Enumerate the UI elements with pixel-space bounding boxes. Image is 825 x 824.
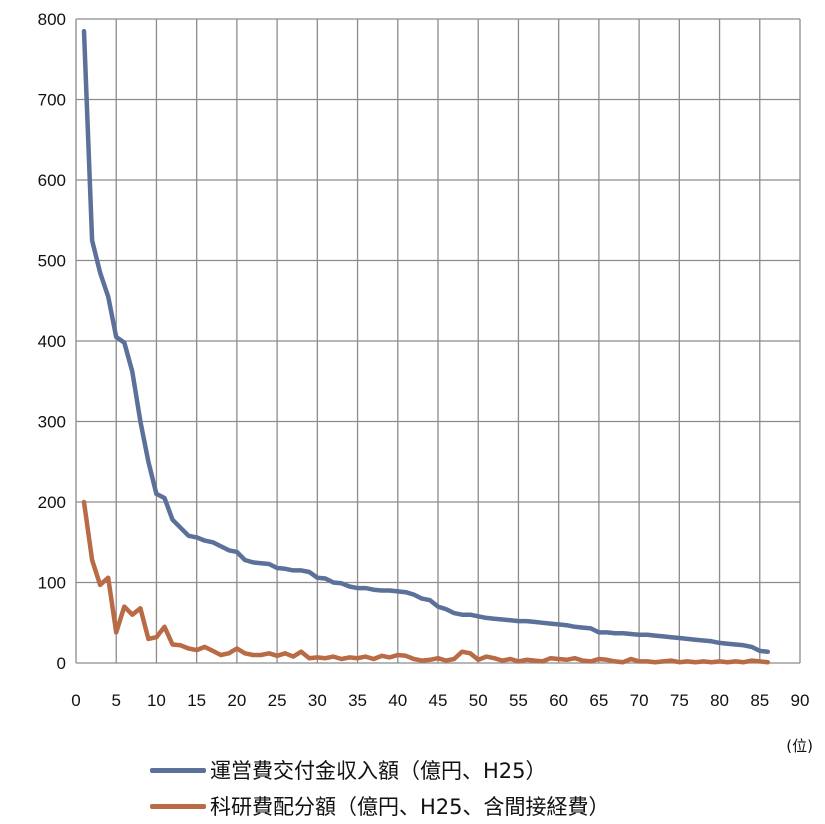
x-tick-label: 25 [268,691,287,710]
x-tick-label: 30 [308,691,327,710]
legend-item-series-1: 運営費交付金収入額（億円、H25） [150,752,610,788]
x-tick-label: 75 [670,691,689,710]
y-tick-label: 400 [38,332,66,351]
series-line-1 [81,28,771,654]
series-line-2 [81,499,771,665]
x-tick-label: 80 [710,691,729,710]
x-tick-label: 45 [429,691,448,710]
line-chart: 0 100 200 300 400 500 600 700 800 0 5 10 15 20 25 30 35… [38,10,810,710]
x-tick-label: 15 [187,691,206,710]
x-tick-label: 55 [509,691,528,710]
legend-swatch-series-2 [150,803,206,809]
x-tick-label: 90 [791,691,810,710]
legend-item-series-2: 科研費配分額（億円、H25、含間接経費） [150,788,610,824]
y-tick-label: 200 [38,493,66,512]
x-tick-label: 35 [348,691,367,710]
x-axis-unit-label: (位) [786,737,813,755]
y-tick-label: 800 [38,10,66,29]
y-tick-label: 300 [38,413,66,432]
x-axis-ticks: 0 5 10 15 20 25 30 35 40 45 50 55 60 65 70 75 80 85 90 [71,691,809,710]
x-tick-label: 20 [227,691,246,710]
x-tick-label: 65 [589,691,608,710]
legend-swatch-series-1 [150,767,206,773]
y-tick-label: 500 [38,252,66,271]
x-tick-label: 50 [469,691,488,710]
legend-label-series-1: 運営費交付金収入額（億円、H25） [210,759,547,783]
x-tick-label: 60 [549,691,568,710]
legend: 運営費交付金収入額（億円、H25） 科研費配分額（億円、H25、含間接経費） [150,752,610,824]
series-lines [81,28,771,665]
x-tick-label: 0 [71,691,80,710]
grid-lines [75,18,801,664]
x-tick-label: 70 [630,691,649,710]
x-tick-label: 5 [111,691,120,710]
y-tick-label: 100 [38,574,66,593]
y-tick-label: 0 [57,654,66,673]
y-axis-ticks: 0 100 200 300 400 500 600 700 800 [38,10,66,673]
x-tick-label: 40 [388,691,407,710]
legend-label-series-2: 科研費配分額（億円、H25、含間接経費） [210,795,610,819]
y-tick-label: 600 [38,171,66,190]
x-tick-label: 10 [147,691,166,710]
x-tick-label: 85 [750,691,769,710]
y-tick-label: 700 [38,91,66,110]
